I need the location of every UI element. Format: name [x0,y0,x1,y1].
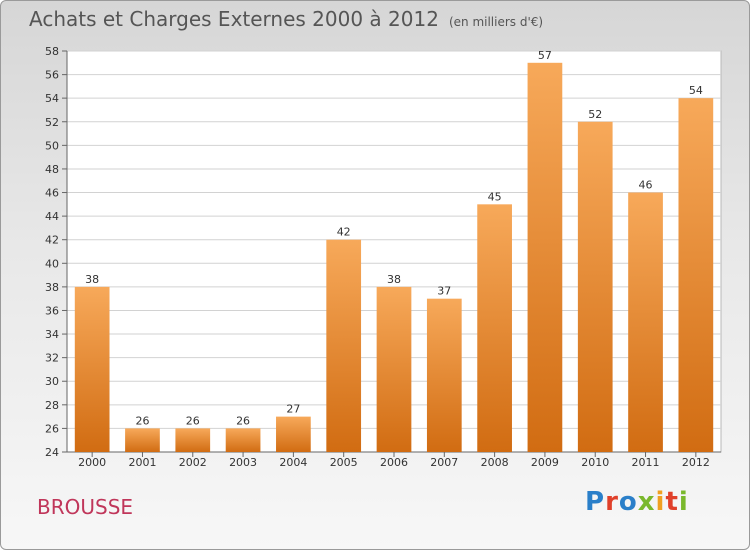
y-tick-label: 50 [45,139,59,152]
logo-letter: t [665,487,679,517]
y-tick-label: 52 [45,116,59,129]
x-tick-label: 2004 [279,456,307,469]
bar [628,192,663,452]
logo-letter: r [605,487,619,517]
x-tick-label: 2005 [330,456,358,469]
x-tick-label: 2012 [682,456,710,469]
y-tick-label: 32 [45,352,59,365]
logo-letter: i [655,487,666,517]
y-tick-label: 30 [45,375,59,388]
bar-value-label: 42 [337,226,351,239]
y-tick-label: 26 [45,422,59,435]
bar-value-label: 54 [689,84,703,97]
bar-value-label: 52 [588,108,602,121]
bar-value-label: 26 [236,414,250,427]
bar-value-label: 38 [387,273,401,286]
x-tick-label: 2010 [581,456,609,469]
x-tick-label: 2001 [128,456,156,469]
x-tick-label: 2007 [430,456,458,469]
y-tick-label: 28 [45,399,59,412]
bar [225,428,261,452]
y-tick-label: 40 [45,257,59,270]
x-tick-label: 2006 [380,456,408,469]
y-tick-label: 48 [45,163,59,176]
y-tick-label: 44 [45,210,59,223]
x-tick-label: 2008 [481,456,509,469]
bar-value-label: 38 [85,273,99,286]
bar-value-label: 26 [135,414,149,427]
bar-value-label: 37 [437,285,451,298]
bar-value-label: 46 [639,179,653,192]
y-tick-label: 38 [45,281,59,294]
y-tick-label: 56 [45,69,59,82]
bar-value-label: 26 [186,414,200,427]
bar [426,298,462,452]
chart-title: Achats et Charges Externes 2000 à 2012 (e… [29,7,543,31]
bar [74,286,110,452]
x-tick-label: 2000 [78,456,106,469]
y-tick-label: 42 [45,234,59,247]
bar [477,204,512,452]
logo-letter: i [678,487,689,517]
bar [678,98,714,453]
bar-value-label: 45 [488,190,502,203]
bar [376,286,412,452]
bar [577,121,613,452]
bar [175,428,211,452]
x-tick-label: 2011 [632,456,660,469]
bar [276,416,311,452]
bar [125,428,160,452]
y-tick-label: 46 [45,187,59,200]
y-tick-label: 24 [45,446,59,459]
x-tick-label: 2003 [229,456,257,469]
x-tick-label: 2002 [179,456,207,469]
logo-letter: o [618,487,638,517]
y-tick-label: 36 [45,304,59,317]
y-tick-label: 54 [45,92,59,105]
bar [527,62,563,452]
y-tick-label: 58 [45,45,59,58]
logo-letter: x [637,487,656,517]
proxiti-logo: Proxiti [585,487,689,517]
x-tick-label: 2009 [531,456,559,469]
bar-value-label: 27 [286,403,300,416]
place-name: BROUSSE [37,495,134,519]
logo-letter: P [585,487,606,517]
bar-value-label: 57 [538,49,552,62]
chart-subtitle: (en milliers d'€) [448,15,544,29]
y-tick-label: 34 [45,328,59,341]
bar [326,239,362,452]
chart-title-text: Achats et Charges Externes 2000 à 2012 [29,7,439,31]
